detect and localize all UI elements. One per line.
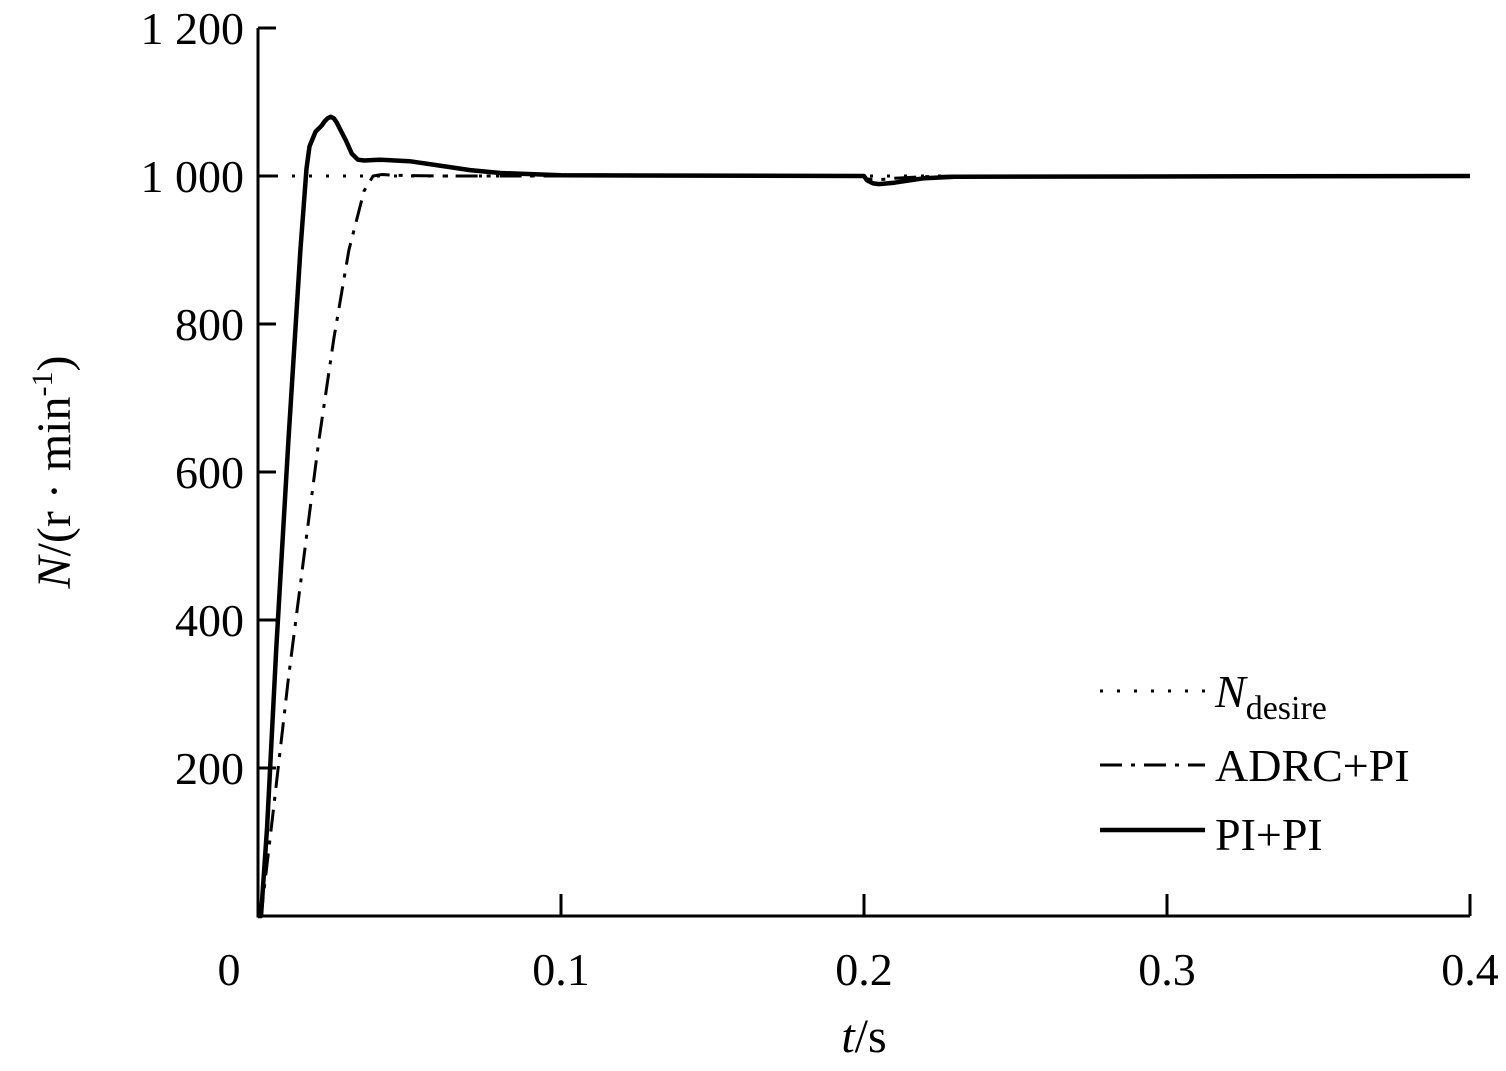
y-tick-label: 1 000 [141, 151, 245, 202]
y-tick-label: 800 [175, 299, 244, 350]
y-tick-label: 600 [175, 447, 244, 498]
x-axis-label: t/s [841, 1010, 886, 1063]
y-axis-label: N/(r · min-1) [26, 356, 81, 590]
ticks: 200 400 600 800 1 000 1 200 0.1 0.2 0.3 0.4 [141, 3, 1499, 995]
series-line-2 [258, 114, 1471, 919]
legend-label-pi-pi: PI+PI [1215, 809, 1323, 860]
x-tick-label: 0.3 [1138, 944, 1196, 995]
legend-label-adrc-pi: ADRC+PI [1215, 740, 1410, 791]
x-origin-label: 0 [218, 944, 241, 995]
x-tick-label: 0.2 [835, 944, 893, 995]
legend: Ndesire ADRC+PI PI+PI [1100, 666, 1410, 860]
x-tick-label: 0.4 [1441, 944, 1499, 995]
y-tick-label: 200 [175, 743, 244, 794]
series-line-1 [258, 173, 1470, 918]
y-tick-label: 1 200 [141, 3, 245, 54]
series-lines [258, 114, 1471, 919]
legend-label-ndesire: Ndesire [1214, 666, 1327, 727]
y-tick-label: 400 [175, 595, 244, 646]
x-tick-label: 0.1 [532, 944, 590, 995]
